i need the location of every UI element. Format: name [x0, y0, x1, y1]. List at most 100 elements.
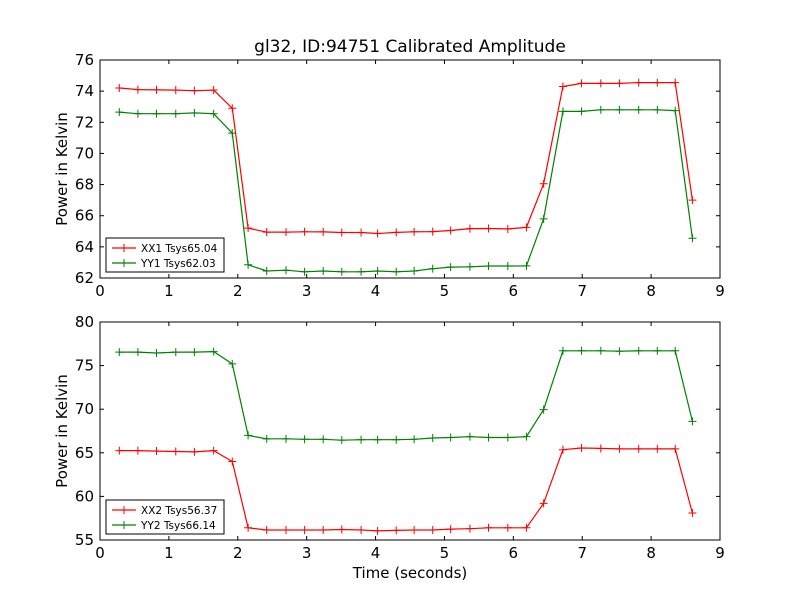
data-point	[133, 348, 142, 357]
data-point	[392, 267, 401, 276]
data-point	[152, 348, 161, 357]
data-point	[262, 525, 271, 534]
data-point	[596, 105, 605, 114]
data-point	[484, 224, 493, 233]
y-tick-label: 70	[75, 144, 94, 162]
data-point	[410, 525, 419, 534]
data-point	[392, 526, 401, 535]
data-point	[653, 105, 662, 114]
series-2	[115, 346, 697, 445]
data-point	[484, 262, 493, 271]
x-tick-label: 8	[646, 544, 656, 562]
y-tick-label: 66	[75, 207, 94, 225]
data-point	[244, 431, 253, 440]
data-point	[133, 446, 142, 455]
y-tick-label: 70	[75, 400, 94, 418]
data-point	[171, 109, 180, 118]
data-point	[337, 228, 346, 237]
data-point	[373, 229, 382, 238]
x-tick-label: 5	[440, 282, 450, 300]
data-point	[115, 446, 124, 455]
y-tick-label: 55	[75, 531, 94, 549]
legend-entry-label: YY1 Tsys62.03	[140, 258, 216, 270]
data-point	[688, 234, 697, 243]
data-point	[503, 523, 512, 532]
x-tick-label: 3	[302, 282, 312, 300]
data-point	[596, 444, 605, 453]
data-point	[319, 227, 328, 236]
data-point	[503, 224, 512, 233]
x-tick-label: 2	[233, 544, 243, 562]
data-point	[300, 267, 309, 276]
data-point	[357, 435, 366, 444]
data-point	[634, 78, 643, 87]
data-point	[357, 267, 366, 276]
x-tick-label: 0	[95, 282, 105, 300]
data-point	[300, 435, 309, 444]
data-point	[357, 525, 366, 534]
data-point	[577, 79, 586, 88]
data-point	[282, 434, 290, 443]
x-tick-label: 3	[302, 544, 312, 562]
data-point	[596, 79, 605, 88]
data-point	[615, 347, 624, 356]
data-point	[577, 107, 586, 116]
chart-panel-2: 0 1 2 3 4 5 6 7 8 9 55 60 65 70 75 80 Time (seconds) Powe…	[53, 313, 725, 582]
data-point	[190, 108, 199, 117]
axes-frame	[99, 59, 721, 279]
data-point	[373, 526, 382, 535]
data-point	[410, 227, 419, 236]
data-point	[558, 445, 567, 454]
data-point	[262, 266, 271, 275]
legend-entry-label: XX1 Tsys65.04	[141, 243, 218, 255]
x-tick-label: 5	[440, 544, 450, 562]
data-point	[688, 417, 697, 426]
legend: XX1 Tsys65.04 YY1 Tsys62.03	[105, 237, 225, 273]
data-point	[228, 457, 237, 466]
data-point	[446, 525, 455, 534]
data-point	[596, 346, 605, 355]
data-point	[653, 346, 662, 355]
data-point	[484, 433, 493, 442]
y-tick-label: 75	[75, 357, 94, 375]
data-point	[209, 446, 218, 455]
data-point	[282, 266, 290, 275]
data-point	[228, 359, 237, 368]
data-point	[410, 266, 419, 275]
legend: XX2 Tsys56.37 YY2 Tsys66.14	[105, 499, 225, 535]
data-point	[171, 447, 180, 456]
data-point	[262, 434, 271, 443]
y-tick-label: 62	[75, 269, 94, 287]
data-point	[392, 435, 401, 444]
data-point	[373, 435, 382, 444]
data-point	[228, 104, 237, 113]
data-point	[337, 525, 346, 534]
data-point	[671, 346, 680, 355]
data-point	[319, 435, 328, 444]
data-point	[171, 86, 180, 95]
data-point	[133, 109, 142, 118]
data-point	[615, 105, 624, 114]
x-tick-label: 7	[577, 544, 587, 562]
x-tick-label: 1	[164, 544, 174, 562]
legend-box	[105, 499, 225, 535]
data-point	[373, 266, 382, 275]
data-point	[688, 508, 697, 517]
data-point	[465, 224, 474, 233]
data-point	[228, 129, 237, 138]
y-axis-label: Power in Kelvin	[53, 374, 71, 488]
x-tick-label: 6	[509, 544, 519, 562]
series-line	[119, 81, 693, 235]
x-tick-label: 7	[577, 282, 587, 300]
data-point	[319, 525, 328, 534]
data-point	[615, 444, 624, 453]
data-point	[282, 228, 290, 237]
data-point	[634, 105, 643, 114]
data-point	[522, 432, 531, 441]
data-point	[634, 444, 643, 453]
series-1	[115, 78, 697, 238]
data-point	[282, 525, 290, 534]
data-point	[115, 348, 124, 357]
data-point	[653, 444, 662, 453]
